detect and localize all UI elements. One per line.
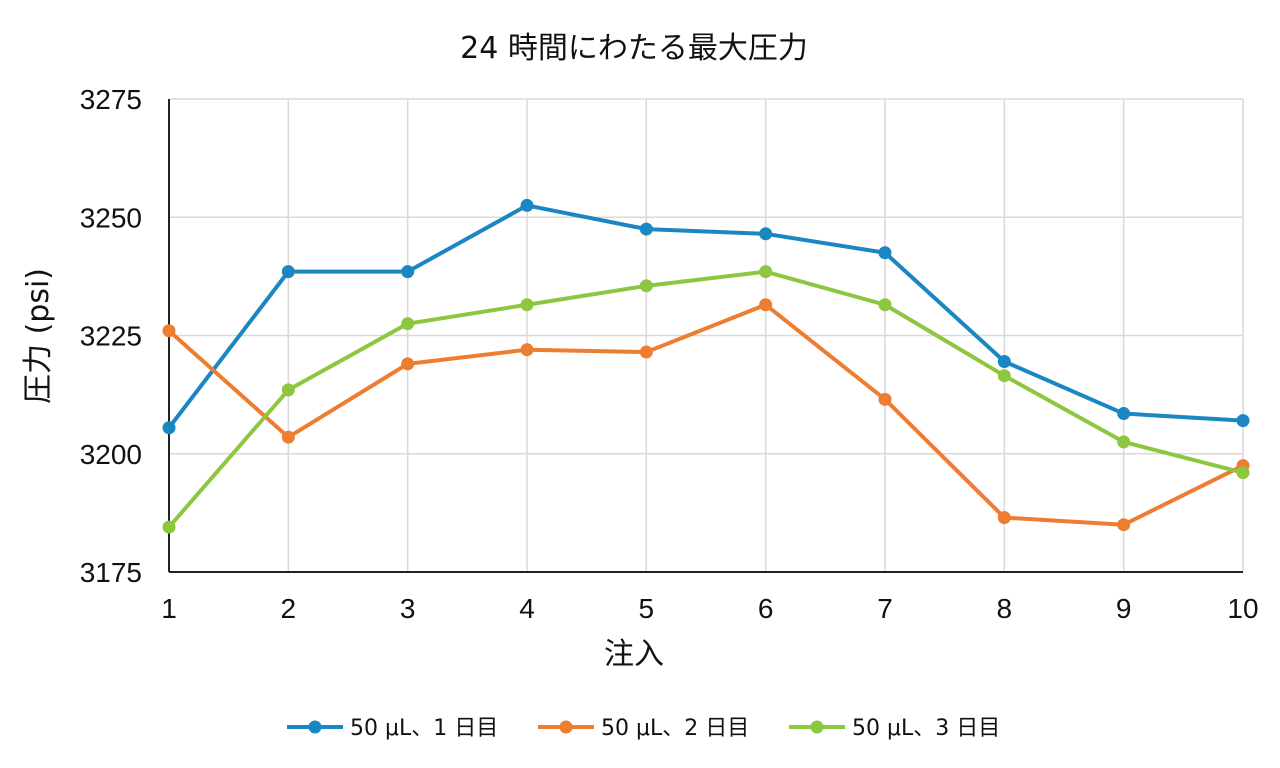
data-point bbox=[1236, 466, 1250, 480]
x-tick-label: 3 bbox=[400, 593, 416, 624]
data-point bbox=[520, 343, 534, 357]
data-point bbox=[878, 392, 892, 406]
series-line bbox=[167, 302, 1244, 527]
y-tick-label: 3275 bbox=[80, 84, 142, 115]
data-point bbox=[1117, 518, 1131, 532]
series-3 bbox=[162, 265, 1250, 534]
data-point bbox=[401, 265, 415, 279]
data-point bbox=[162, 520, 176, 534]
x-tick-label: 8 bbox=[997, 593, 1013, 624]
data-point bbox=[878, 246, 892, 260]
data-point bbox=[520, 298, 534, 312]
data-point bbox=[401, 357, 415, 371]
legend-item-3: 50 μL、3 日目 bbox=[789, 716, 1000, 741]
series bbox=[162, 198, 1250, 534]
x-tick-label: 1 bbox=[161, 593, 177, 624]
data-point bbox=[281, 430, 295, 444]
legend-marker bbox=[810, 720, 824, 734]
y-tick-label: 3250 bbox=[80, 202, 142, 233]
legend-item-2: 50 μL、2 日目 bbox=[538, 716, 749, 741]
x-tick-label: 5 bbox=[639, 593, 655, 624]
data-point bbox=[878, 298, 892, 312]
legend-marker bbox=[308, 720, 322, 734]
data-point bbox=[520, 198, 534, 212]
x-tick-label: 6 bbox=[758, 593, 774, 624]
data-point bbox=[759, 227, 773, 241]
x-tick-label: 2 bbox=[281, 593, 297, 624]
data-point bbox=[639, 345, 653, 359]
series-2 bbox=[162, 298, 1250, 532]
data-point bbox=[1117, 435, 1131, 449]
chart-title: 24 時間にわたる最大圧力 bbox=[460, 31, 808, 66]
data-point bbox=[1117, 407, 1131, 421]
x-tick-label: 4 bbox=[519, 593, 535, 624]
x-axis-label: 注入 bbox=[604, 637, 664, 672]
data-point bbox=[759, 265, 773, 279]
y-tick-label: 3200 bbox=[80, 439, 142, 470]
legend-label: 50 μL、3 日目 bbox=[852, 716, 1000, 741]
data-point bbox=[1236, 414, 1250, 428]
data-point bbox=[401, 317, 415, 331]
legend-label: 50 μL、2 日目 bbox=[601, 716, 749, 741]
series-line bbox=[167, 269, 1244, 529]
data-point bbox=[997, 511, 1011, 525]
series-line bbox=[167, 203, 1244, 429]
y-axis-label: 圧力 (psi) bbox=[21, 268, 56, 404]
x-tick-label: 10 bbox=[1227, 593, 1258, 624]
x-tick-label: 9 bbox=[1116, 593, 1132, 624]
series-1 bbox=[162, 198, 1250, 435]
data-point bbox=[997, 355, 1011, 369]
data-point bbox=[162, 421, 176, 435]
data-point bbox=[281, 265, 295, 279]
y-tick-labels: 3175 3200 3225 3250 3275 bbox=[80, 84, 142, 588]
data-point bbox=[281, 383, 295, 397]
y-tick-label: 3175 bbox=[80, 557, 142, 588]
legend-marker bbox=[559, 720, 573, 734]
grid bbox=[169, 98, 1244, 572]
data-point bbox=[639, 222, 653, 236]
data-point bbox=[997, 369, 1011, 383]
legend: 50 μL、1 日目 50 μL、2 日目 50 μL、3 日目 bbox=[287, 716, 1000, 741]
y-tick-label: 3225 bbox=[80, 321, 142, 352]
x-tick-labels: 1 2 3 4 5 6 7 8 9 10 bbox=[161, 593, 1258, 624]
legend-item-1: 50 μL、1 日目 bbox=[287, 716, 498, 741]
x-tick-label: 7 bbox=[877, 593, 893, 624]
data-point bbox=[639, 279, 653, 293]
legend-label: 50 μL、1 日目 bbox=[350, 716, 498, 741]
data-point bbox=[162, 324, 176, 338]
data-point bbox=[759, 298, 773, 312]
